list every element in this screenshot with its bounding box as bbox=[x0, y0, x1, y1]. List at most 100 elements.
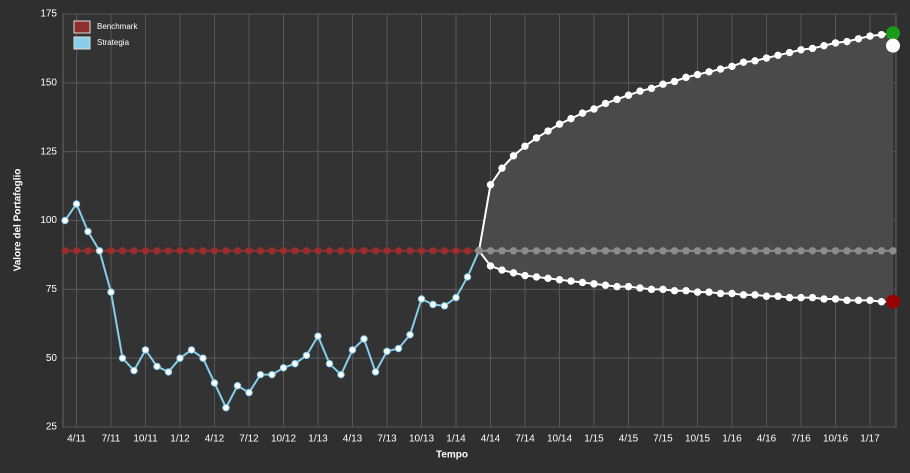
marker bbox=[118, 354, 127, 362]
marker bbox=[475, 247, 483, 255]
marker bbox=[728, 62, 736, 71]
marker bbox=[130, 247, 138, 255]
legend-swatch bbox=[73, 36, 91, 50]
marker bbox=[61, 216, 69, 225]
x-tick-label: 4/12 bbox=[205, 434, 225, 445]
marker bbox=[854, 296, 863, 305]
x-tick-label: 1/16 bbox=[722, 434, 742, 445]
x-tick-label: 7/12 bbox=[239, 434, 259, 445]
marker bbox=[555, 275, 564, 284]
marker bbox=[417, 295, 426, 303]
marker bbox=[670, 247, 679, 255]
marker bbox=[831, 247, 840, 255]
marker bbox=[682, 287, 690, 295]
end-marker bbox=[886, 294, 900, 309]
marker bbox=[578, 109, 587, 117]
marker bbox=[590, 247, 598, 255]
marker bbox=[590, 105, 598, 113]
marker bbox=[268, 247, 276, 255]
marker bbox=[314, 247, 322, 255]
y-axis-title: Valore del Portafoglio bbox=[13, 169, 24, 272]
marker bbox=[670, 287, 679, 295]
marker bbox=[567, 277, 575, 285]
marker bbox=[291, 247, 299, 255]
marker bbox=[268, 370, 276, 379]
y-tick-label: 25 bbox=[46, 422, 58, 433]
marker bbox=[544, 274, 552, 283]
marker bbox=[820, 295, 828, 303]
marker bbox=[348, 247, 357, 255]
marker bbox=[808, 293, 817, 302]
marker bbox=[187, 247, 196, 255]
marker bbox=[118, 247, 127, 255]
marker bbox=[808, 44, 817, 53]
x-tick-label: 4/16 bbox=[757, 434, 777, 445]
marker bbox=[831, 39, 840, 47]
marker bbox=[866, 296, 874, 305]
marker bbox=[659, 80, 667, 88]
marker bbox=[831, 295, 840, 303]
marker bbox=[463, 247, 472, 255]
marker bbox=[682, 73, 690, 82]
legend-label: Strategia bbox=[97, 38, 130, 47]
marker bbox=[578, 278, 587, 287]
marker bbox=[279, 364, 288, 372]
marker bbox=[785, 293, 794, 302]
marker bbox=[532, 134, 541, 142]
marker bbox=[210, 379, 219, 387]
marker bbox=[371, 368, 380, 376]
marker bbox=[383, 347, 391, 355]
marker bbox=[716, 289, 725, 298]
marker bbox=[751, 291, 759, 299]
x-tick-label: 7/13 bbox=[377, 434, 397, 445]
x-tick-label: 10/13 bbox=[409, 434, 434, 445]
x-tick-label: 4/15 bbox=[619, 434, 639, 445]
marker bbox=[785, 247, 794, 255]
x-tick-label: 1/17 bbox=[860, 434, 880, 445]
end-marker bbox=[886, 38, 900, 53]
marker bbox=[360, 335, 368, 343]
marker bbox=[153, 247, 161, 255]
marker bbox=[739, 247, 748, 255]
marker bbox=[521, 247, 529, 255]
x-tick-label: 10/14 bbox=[547, 434, 572, 445]
marker bbox=[176, 354, 184, 362]
marker bbox=[187, 346, 196, 354]
marker bbox=[843, 247, 851, 255]
marker bbox=[302, 247, 311, 255]
marker bbox=[130, 366, 138, 375]
marker bbox=[164, 368, 173, 376]
marker bbox=[808, 247, 817, 255]
y-tick-label: 75 bbox=[46, 284, 58, 295]
x-tick-label: 1/15 bbox=[584, 434, 604, 445]
marker bbox=[555, 120, 564, 128]
marker bbox=[360, 247, 368, 255]
marker bbox=[613, 282, 621, 291]
marker bbox=[797, 247, 805, 255]
marker bbox=[820, 41, 828, 50]
marker bbox=[716, 247, 725, 255]
marker bbox=[601, 247, 610, 255]
marker bbox=[291, 359, 299, 368]
marker bbox=[705, 68, 713, 76]
marker bbox=[84, 247, 92, 255]
marker bbox=[509, 269, 518, 277]
marker bbox=[509, 152, 518, 160]
y-tick-label: 125 bbox=[40, 146, 57, 157]
marker bbox=[245, 388, 253, 397]
marker bbox=[256, 370, 265, 379]
marker bbox=[325, 359, 334, 368]
marker bbox=[762, 292, 771, 300]
marker bbox=[325, 247, 334, 255]
marker bbox=[601, 281, 610, 289]
marker bbox=[72, 200, 81, 208]
marker bbox=[636, 87, 644, 95]
marker bbox=[452, 293, 460, 302]
marker bbox=[486, 181, 495, 189]
marker bbox=[498, 247, 506, 255]
marker bbox=[762, 54, 771, 62]
marker bbox=[866, 247, 874, 255]
marker bbox=[866, 32, 874, 40]
marker bbox=[141, 247, 150, 255]
